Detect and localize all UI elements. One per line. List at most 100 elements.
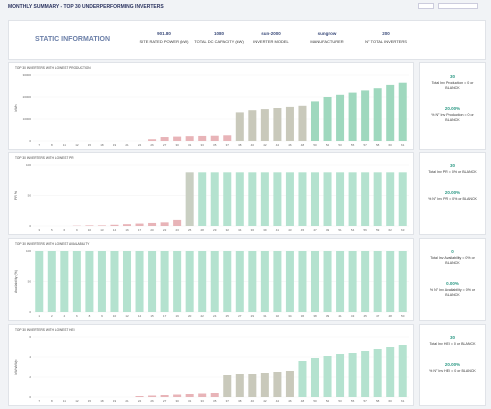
bar <box>173 219 182 226</box>
kpi-count-label: Total Inv PR = 0% or BLANCK <box>428 169 477 174</box>
x-tick-label: 55 <box>351 399 355 403</box>
bar <box>97 251 106 312</box>
bar <box>185 251 194 312</box>
bar <box>198 393 207 397</box>
x-tick-label: 17 <box>163 314 167 318</box>
static-info-item: 901.80 SITE RATED POWER (kW) <box>129 31 199 44</box>
x-tick-label: 51 <box>338 228 342 232</box>
x-tick-label: 57 <box>363 143 367 147</box>
bar <box>298 361 307 397</box>
bar <box>310 101 320 141</box>
x-tick-label: 1 <box>38 314 40 318</box>
bar <box>273 251 282 312</box>
x-tick-label: 38 <box>238 143 242 147</box>
x-tick-label: 34 <box>238 228 242 232</box>
bar <box>323 97 332 141</box>
x-tick-label: 38 <box>313 314 317 318</box>
bar <box>260 251 269 312</box>
x-tick-label: 8 <box>89 314 91 318</box>
x-tick-label: 8 <box>51 399 53 403</box>
x-tick-label: 52 <box>326 143 330 147</box>
filter-select[interactable] <box>418 3 434 9</box>
x-tick-label: 40 <box>251 399 255 403</box>
static-info-item: sungrow MANUFACTURER <box>292 31 362 44</box>
bar <box>260 172 269 226</box>
bar <box>386 251 395 312</box>
x-tick-label: 24 <box>213 314 217 318</box>
x-tick-label: 37 <box>226 399 230 403</box>
bar <box>148 222 157 226</box>
bar <box>248 374 257 397</box>
bar <box>60 251 69 312</box>
bar <box>248 172 257 226</box>
bar <box>285 371 294 397</box>
kpi-percent: 20.00% <box>444 189 461 195</box>
bar <box>323 356 332 397</box>
bar <box>361 351 370 397</box>
bar <box>148 395 157 397</box>
x-tick-label: 60 <box>389 143 393 147</box>
chart: TOP 30 INVERTERS WITH LOWEST AVAILABILIT… <box>8 238 414 321</box>
x-tick-label: 15 <box>150 314 154 318</box>
bar <box>122 251 132 312</box>
x-tick-label: 15 <box>88 143 92 147</box>
x-tick-label: 12 <box>125 314 129 318</box>
x-tick-label: 33 <box>201 143 205 147</box>
x-tick-label: 41 <box>338 314 342 318</box>
page-title: MONTHLY SUMMARY - TOP 30 UNDERPERFORMING… <box>8 4 164 10</box>
x-tick-label: 26 <box>150 143 154 147</box>
x-tick-label: 8 <box>51 143 53 147</box>
static-info-value: sungrow <box>317 31 337 36</box>
static-info-item: 200 N° TOTAL INVERTERS <box>351 31 421 44</box>
x-tick-label: 2 <box>51 314 53 318</box>
x-tick-label: 18 <box>100 399 104 403</box>
x-tick-label: 31 <box>188 143 192 147</box>
x-tick-label: 16 <box>125 228 129 232</box>
x-tick-label: 33 <box>201 399 205 403</box>
kpi-panel: 0 Total Inv Availability = 0% or BLANCK 0.… <box>419 238 486 321</box>
kpi-percent-label: % N° Inv Production = 0 or BLANCK <box>431 113 474 123</box>
x-tick-label: 48 <box>389 314 393 318</box>
filter-select[interactable] <box>438 3 478 9</box>
x-tick-label: 32 <box>226 228 230 232</box>
static-info-value: sun-2000 <box>261 31 281 36</box>
bar <box>110 224 119 226</box>
x-tick-label: 47 <box>376 314 380 318</box>
x-tick-label: 44 <box>276 143 280 147</box>
bar <box>85 225 94 226</box>
bar <box>210 172 219 226</box>
kpi-percent-label: % N° Inv Availability = 0% or BLANCK <box>429 287 476 297</box>
x-tick-label: 53 <box>338 143 342 147</box>
y-axis-title: kWh/kWp <box>14 359 18 374</box>
x-tick-label: 60 <box>389 399 393 403</box>
x-tick-label: 36 <box>251 228 255 232</box>
kpi-count: 0 <box>451 248 454 254</box>
x-tick-label: 24 <box>138 399 142 403</box>
x-tick-label: 12 <box>75 143 79 147</box>
bar <box>398 82 407 141</box>
x-tick-label: 48 <box>301 143 305 147</box>
y-axis-title: Availability (%) <box>14 270 18 293</box>
x-tick-label: 5 <box>51 228 53 232</box>
x-tick-label: 49 <box>326 228 330 232</box>
x-tick-label: 62 <box>389 228 393 232</box>
x-tick-label: 4 <box>63 314 65 318</box>
bar <box>323 251 332 312</box>
x-tick-label: 39 <box>263 228 267 232</box>
bar <box>223 172 232 226</box>
bar <box>198 172 207 226</box>
kpi-percent: 20.00% <box>444 361 461 367</box>
y-axis-title: kWh <box>14 104 18 111</box>
static-info-item: 1080 TOTAL DC CAPACITY (kW) <box>184 31 254 44</box>
bar <box>260 373 269 397</box>
bar <box>386 172 395 226</box>
y-tick-label: 100 <box>26 249 31 253</box>
x-tick-label: 21 <box>125 399 129 403</box>
x-tick-label: 12 <box>75 399 79 403</box>
static-info-label: INVERTER MODEL <box>253 39 289 44</box>
x-tick-label: 22 <box>163 228 167 232</box>
x-tick-label: 55 <box>351 143 355 147</box>
bar <box>160 395 169 397</box>
x-tick-label: 21 <box>125 143 129 147</box>
